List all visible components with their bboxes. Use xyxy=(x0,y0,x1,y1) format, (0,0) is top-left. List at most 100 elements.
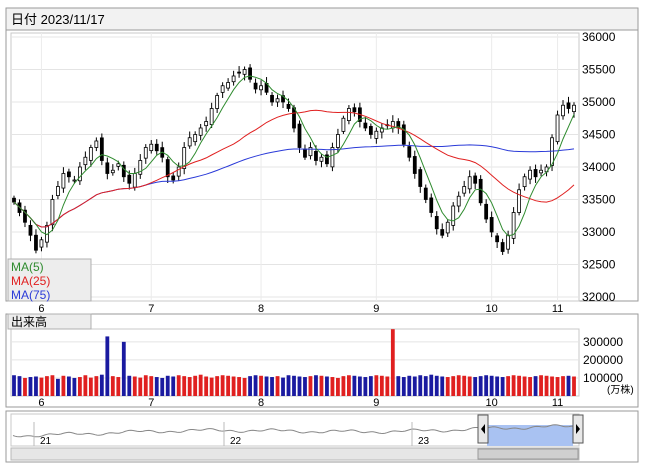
candle-body xyxy=(187,137,192,147)
volume-bar xyxy=(314,375,318,396)
navigator-left-handle[interactable] xyxy=(477,414,489,444)
candle-body xyxy=(50,199,55,226)
date-label: 日付 2023/11/17 xyxy=(11,12,105,27)
volume-bar xyxy=(467,376,472,396)
volume-month-label: 9 xyxy=(373,397,379,409)
navigator-year-label: 22 xyxy=(230,436,242,447)
volume-bar xyxy=(451,376,456,396)
candle-body xyxy=(429,197,434,213)
price-tick-label: 34000 xyxy=(582,160,616,174)
volume-bar xyxy=(506,376,511,396)
volume-bar xyxy=(193,375,198,396)
price-tick-label: 36000 xyxy=(582,30,616,44)
candle-body xyxy=(286,103,291,109)
volume-bar xyxy=(341,376,346,396)
candle-body xyxy=(275,98,280,103)
volume-bar xyxy=(204,376,209,396)
navigator-right-handle[interactable] xyxy=(572,414,584,444)
volume-bar xyxy=(237,377,242,396)
volume-bar xyxy=(445,377,450,396)
candle-body xyxy=(292,107,296,129)
volume-bar xyxy=(182,376,187,396)
volume-bar xyxy=(99,374,104,396)
navigator-year-label: 21 xyxy=(40,436,52,447)
volume-label: 出来高 xyxy=(11,314,47,329)
navigator-scrollbar-track[interactable] xyxy=(10,447,580,461)
price-tick-label: 33000 xyxy=(582,225,616,239)
candle-body xyxy=(121,164,126,178)
chevron-left-icon xyxy=(481,424,485,434)
candle-body xyxy=(303,148,307,158)
navigator-selection[interactable] xyxy=(487,425,573,446)
candle-body xyxy=(220,85,225,93)
legend-ma25: MA(25) xyxy=(11,274,50,288)
candle-body xyxy=(83,156,88,166)
candle-body xyxy=(462,186,467,194)
month-label: 11 xyxy=(552,303,563,315)
candle-body xyxy=(270,94,274,103)
volume-tick-label: 300000 xyxy=(583,335,623,349)
candle-body xyxy=(77,166,82,182)
candle-body xyxy=(88,147,93,161)
candle-body xyxy=(281,95,285,103)
volume-bar xyxy=(94,376,99,396)
volume-bar xyxy=(550,376,554,396)
volume-bar xyxy=(462,375,467,396)
volume-bar xyxy=(319,375,324,396)
candle-body xyxy=(500,242,505,252)
candle-body xyxy=(572,104,576,113)
candle-body xyxy=(511,212,516,239)
price-tick-label: 33500 xyxy=(582,193,616,207)
volume-bar xyxy=(385,376,390,396)
price-axis: 32000 32500 33000 33500 34000 34500 35000 35500… xyxy=(582,30,616,304)
legend-ma5: MA(5) xyxy=(11,260,44,274)
navigator-scrollbar-thumb[interactable] xyxy=(477,448,579,460)
volume-bar xyxy=(407,375,412,396)
volume-label-box xyxy=(7,313,92,330)
candle-body xyxy=(110,169,115,174)
ma25-line xyxy=(13,109,575,228)
volume-bar xyxy=(286,375,291,396)
candle-body xyxy=(336,134,340,148)
volume-bar xyxy=(50,375,55,396)
volume-axis: 100000 200000 300000 xyxy=(583,335,623,385)
month-label: 10 xyxy=(486,303,498,315)
volume-bar xyxy=(489,375,494,396)
candle-body xyxy=(325,154,329,165)
candle-body xyxy=(456,195,461,207)
candle-body xyxy=(363,122,368,129)
volume-bar xyxy=(303,377,307,396)
candle-body xyxy=(72,179,77,182)
price-tick-label: 32000 xyxy=(582,290,616,304)
candle-body xyxy=(407,146,412,158)
volume-bar xyxy=(248,376,252,396)
candle-body xyxy=(347,108,351,121)
volume-bar xyxy=(34,376,38,396)
candle-body xyxy=(451,205,456,226)
volume-bar xyxy=(45,376,49,396)
volume-bar xyxy=(325,376,329,396)
volume-bar xyxy=(231,376,236,396)
candle-body xyxy=(539,169,543,174)
volume-month-label: 10 xyxy=(486,397,498,409)
candle-body xyxy=(434,215,439,230)
volume-bar xyxy=(434,375,439,396)
volume-bar xyxy=(110,376,115,396)
volume-bar xyxy=(478,376,483,396)
candle-body xyxy=(440,229,445,236)
candle-body xyxy=(204,121,209,127)
candle-body xyxy=(231,75,236,83)
volume-bar xyxy=(423,376,428,396)
volume-bar xyxy=(28,377,33,396)
candle-body xyxy=(528,169,532,180)
candle-body xyxy=(193,134,198,143)
candle-body xyxy=(248,67,252,80)
volume-bar xyxy=(352,375,357,396)
volume-bar xyxy=(544,375,549,396)
candle-body xyxy=(105,162,110,174)
candle-body xyxy=(34,234,38,251)
volume-bar xyxy=(330,377,335,396)
volume-bar xyxy=(517,375,522,396)
candle-body xyxy=(330,147,335,168)
